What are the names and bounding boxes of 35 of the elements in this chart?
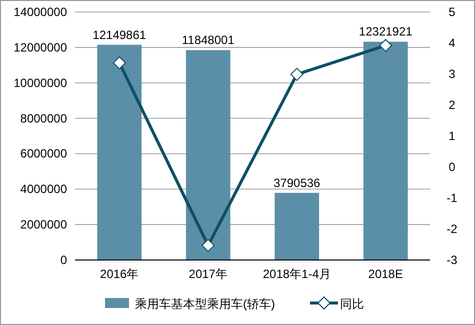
- bar: [186, 50, 230, 260]
- y-tick-label: 4000000: [20, 182, 68, 196]
- data-label: 11848001: [182, 33, 235, 48]
- legend-label: 乘用车基本型乘用车(轿车): [135, 297, 275, 311]
- x-tick-label: 2016年: [100, 267, 139, 281]
- y2-tick-label: -1: [446, 191, 458, 205]
- data-label: 3790536: [274, 176, 321, 190]
- bar: [363, 42, 408, 260]
- y-tick-label: 8000000: [20, 111, 68, 126]
- y-tick-label: 10000000: [14, 76, 68, 90]
- x-tick-label: 2018E: [368, 267, 403, 281]
- legend-label: 同比: [340, 297, 364, 311]
- bar: [274, 192, 320, 260]
- point: [290, 68, 304, 81]
- y-tick-label: 14000000: [14, 5, 68, 19]
- y2-tick-label: -3: [446, 253, 458, 267]
- y2-tick-label: 4: [448, 36, 456, 50]
- y2-tick-label: 0: [448, 160, 456, 174]
- bar: [97, 44, 142, 260]
- data-label: 12321921: [358, 24, 413, 39]
- y2-tick-label: 5: [448, 5, 456, 19]
- data-label: 12149861: [92, 28, 146, 42]
- point: [379, 38, 392, 52]
- point: [202, 238, 215, 252]
- y-tick-label: 2000000: [20, 218, 68, 232]
- y-tick-label: 0: [60, 253, 68, 267]
- y2-tick-label: 1: [448, 129, 456, 143]
- y-tick-label: 12000000: [14, 40, 68, 54]
- x-tick-label: 2018年1-4月: [262, 267, 331, 281]
- point: [112, 56, 126, 70]
- y-tick-label: 6000000: [20, 146, 68, 161]
- y2-tick-label: 3: [448, 67, 456, 81]
- y2-tick-label: 2: [448, 98, 456, 112]
- x-tick-label: 2017年: [188, 267, 228, 281]
- y2-tick-label: -2: [446, 222, 458, 236]
